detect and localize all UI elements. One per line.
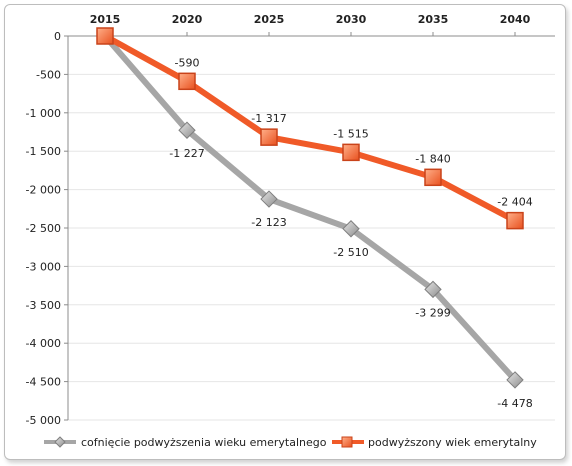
x-tick-label: 2040 xyxy=(500,13,531,26)
series-line-podwyzszony xyxy=(102,33,518,224)
data-label: -3 299 xyxy=(415,306,450,319)
data-point-square xyxy=(342,143,360,162)
x-tick-label: 2015 xyxy=(90,13,121,26)
data-label: -2 123 xyxy=(251,216,286,229)
data-label: -1 227 xyxy=(169,147,204,160)
data-point-square xyxy=(260,128,278,146)
y-tick-label: -1 000 xyxy=(26,107,61,120)
data-label: -1 515 xyxy=(333,127,368,140)
legend-marker-diamond xyxy=(54,436,66,448)
data-label: -2 510 xyxy=(333,246,368,259)
y-tick-label: 0 xyxy=(54,30,61,43)
legend-label-cofniecie: cofnięcie podwyższenia wieku emerytalneg… xyxy=(81,436,327,449)
data-label: -2 404 xyxy=(497,196,532,209)
data-label: -1 840 xyxy=(415,152,450,165)
data-point-square xyxy=(506,211,524,230)
y-tick-label: -2 000 xyxy=(26,184,61,197)
y-tick-label: -4 500 xyxy=(26,376,61,389)
axes: 0 -500 -1 000 -1 500 -2 000 -2 500 -3 000 -3 50… xyxy=(26,13,555,427)
y-tick-label: -5 000 xyxy=(26,414,61,427)
y-tick-label: -4 000 xyxy=(26,337,61,350)
x-tick-label: 2020 xyxy=(172,13,203,26)
data-point-square xyxy=(96,27,114,45)
data-point-diamond xyxy=(260,190,278,208)
x-tick-label: 2035 xyxy=(418,13,449,26)
data-point-diamond xyxy=(342,220,360,238)
chart-frame xyxy=(4,4,566,460)
data-labels: -1 227 -2 123 -2 510 -3 299 -4 478 -590 -1 317… xyxy=(169,56,532,410)
x-tick-label: 2030 xyxy=(336,13,367,26)
series xyxy=(96,27,524,389)
data-point-square xyxy=(424,168,442,187)
y-tick-label: -3 000 xyxy=(26,260,61,273)
data-point-diamond xyxy=(178,121,196,139)
data-label: -4 478 xyxy=(497,397,532,410)
legend: cofnięcie podwyższenia wieku emerytalneg… xyxy=(44,436,537,449)
data-label: -590 xyxy=(175,56,200,69)
data-point-diamond xyxy=(506,371,524,389)
y-tick-label: -2 500 xyxy=(26,222,61,235)
x-tick-label: 2025 xyxy=(254,13,285,26)
gridlines xyxy=(68,73,555,421)
legend-label-podwyzszony: podwyższony wiek emerytalny xyxy=(368,436,537,449)
series-line-cofniecie xyxy=(102,33,518,383)
y-tick-label: -1 500 xyxy=(26,145,61,158)
y-tick-label: -500 xyxy=(36,68,61,81)
data-label: -1 317 xyxy=(251,112,286,125)
data-point-square xyxy=(178,72,196,91)
legend-marker-square xyxy=(341,436,353,448)
y-tick-label: -3 500 xyxy=(26,299,61,312)
data-point-diamond xyxy=(424,280,442,299)
